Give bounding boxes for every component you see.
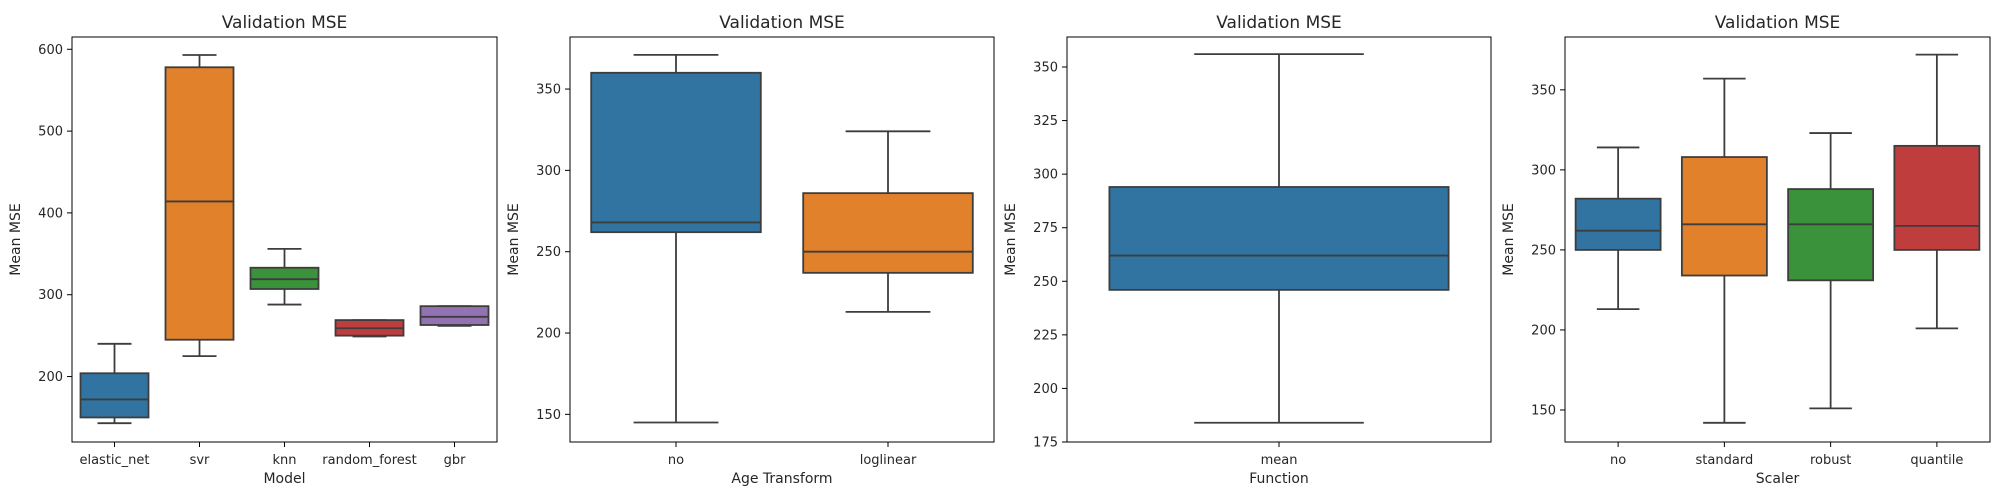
x-tick-label: quantile	[1910, 453, 1963, 468]
y-tick-label: 325	[1033, 114, 1058, 129]
box-gbr	[419, 305, 490, 327]
iqr-box	[1787, 188, 1875, 282]
y-tick-label: 250	[1033, 275, 1058, 290]
plot-frame	[569, 36, 995, 443]
chart-panel-4: 150 200 250 300 350 no standard robust quantile V…	[1501, 13, 1991, 487]
iqr-box	[79, 372, 150, 419]
box-random_forest	[334, 319, 405, 338]
y-tick-label: 300	[38, 288, 63, 303]
y-tick-label: 150	[1531, 403, 1556, 418]
y-axis-label: Mean MSE	[506, 203, 522, 275]
iqr-box	[1108, 186, 1450, 291]
x-tick-label: robust	[1810, 453, 1851, 468]
chart-panel-2: 150 200 250 300 350 no loglinear Validation MSE…	[506, 13, 995, 487]
y-tick-label: 300	[1531, 163, 1556, 178]
iqr-box	[590, 71, 762, 234]
chart-panel-3: 175 200 225 250 275 300 325 350 mean Validation M…	[1003, 13, 1492, 487]
y-tick-label: 400	[38, 206, 63, 221]
chart-title: Validation MSE	[719, 13, 845, 33]
chart-title: Validation MSE	[1216, 13, 1342, 33]
box-robust	[1787, 132, 1875, 410]
iqr-box	[1680, 156, 1768, 277]
x-tick-label: standard	[1696, 453, 1754, 468]
iqr-box	[1574, 197, 1662, 251]
box-mean	[1108, 53, 1450, 424]
x-tick-label: no	[668, 453, 684, 468]
y-tick-label: 200	[536, 327, 561, 342]
x-tick-label: svr	[190, 453, 210, 468]
y-tick-label: 350	[1033, 61, 1058, 76]
y-tick-label: 350	[1531, 83, 1556, 98]
chart-panel-1: 200 300 400 500 600 elastic_net svr knn random_f…	[8, 13, 498, 487]
y-tick-label: 200	[1033, 382, 1058, 397]
x-tick-label: elastic_net	[79, 453, 149, 468]
x-tick-label: random_forest	[322, 453, 416, 468]
box-standard	[1680, 77, 1768, 424]
box-quantile	[1893, 53, 1981, 330]
iqr-box	[164, 66, 235, 341]
y-tick-label: 350	[536, 83, 561, 98]
x-axis-label: Age Transform	[731, 471, 832, 487]
x-tick-label: loglinear	[860, 453, 917, 468]
iqr-box	[1893, 144, 1981, 251]
box-loglinear	[802, 130, 974, 313]
y-tick-label: 175	[1033, 436, 1058, 451]
y-tick-label: 150	[536, 408, 561, 423]
plot-frame	[1564, 36, 1991, 443]
box-no	[590, 53, 762, 424]
y-tick-label: 225	[1033, 328, 1058, 343]
box-no	[1574, 146, 1662, 311]
x-axis-label: Function	[1249, 471, 1309, 487]
x-axis-label: Scaler	[1756, 471, 1800, 487]
y-tick-label: 200	[1531, 323, 1556, 338]
box-elastic_net	[79, 342, 150, 425]
y-tick-label: 250	[1531, 243, 1556, 258]
chart-title: Validation MSE	[222, 13, 348, 33]
y-tick-label: 250	[536, 245, 561, 260]
chart-title: Validation MSE	[1715, 13, 1841, 33]
box-svr	[164, 54, 235, 357]
y-axis-label: Mean MSE	[8, 203, 24, 275]
x-tick-label: no	[1610, 453, 1626, 468]
x-tick-label: knn	[272, 453, 296, 468]
x-axis-label: Model	[263, 471, 305, 487]
y-tick-label: 275	[1033, 221, 1058, 236]
box-knn	[249, 248, 320, 306]
x-tick-label: gbr	[444, 453, 467, 468]
y-tick-label: 500	[38, 125, 63, 140]
y-axis-label: Mean MSE	[1501, 203, 1517, 275]
y-tick-label: 300	[536, 164, 561, 179]
y-tick-label: 300	[1033, 168, 1058, 183]
iqr-box	[802, 192, 974, 274]
y-tick-label: 600	[38, 43, 63, 58]
iqr-box	[419, 305, 490, 326]
x-tick-label: mean	[1261, 453, 1298, 468]
y-tick-label: 200	[38, 370, 63, 385]
y-axis-label: Mean MSE	[1003, 203, 1019, 275]
